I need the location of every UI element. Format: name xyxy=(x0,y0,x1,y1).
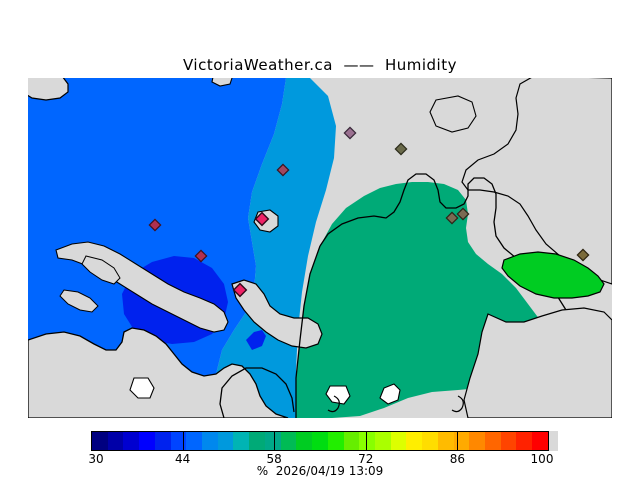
colorbar-swatch xyxy=(390,432,407,450)
colorbar-tick-label: 86 xyxy=(449,452,466,466)
landmass-southeast xyxy=(463,307,612,418)
station-marker[interactable] xyxy=(445,211,459,225)
island-far-east-green xyxy=(501,251,605,299)
island-top-center xyxy=(211,78,233,87)
colorbar-swatch xyxy=(280,432,297,450)
colorbar-swatch xyxy=(107,432,124,450)
station-marker[interactable] xyxy=(576,248,590,262)
colorbar-swatch xyxy=(469,432,485,450)
coastline-northeast-front xyxy=(319,173,575,325)
colorbar-caption: % 2026/04/19 13:09 xyxy=(256,464,384,478)
station-marker[interactable] xyxy=(254,211,270,227)
station-marker[interactable] xyxy=(343,126,357,140)
colorbar-swatch xyxy=(170,432,187,450)
colorbar-swatch xyxy=(406,432,423,450)
island-spit-finger-1 xyxy=(81,255,121,285)
colorbar-swatch xyxy=(453,432,470,450)
colorbar-swatch xyxy=(264,432,281,450)
colorbar-swatch xyxy=(500,432,517,450)
colorbar-tick xyxy=(183,431,184,451)
station-marker[interactable] xyxy=(456,207,470,221)
colorbar-tick xyxy=(457,431,458,451)
colorbar-swatch xyxy=(532,432,548,450)
humidity-map[interactable] xyxy=(28,78,612,418)
landmass-south-peninsula xyxy=(28,327,289,418)
coast-notch-northeast xyxy=(429,95,477,133)
colorbar-swatch xyxy=(374,432,391,450)
colorbar-swatch xyxy=(343,432,360,450)
station-marker[interactable] xyxy=(148,218,162,232)
colorbar-swatch xyxy=(422,432,438,450)
colorbar-tick-label: 72 xyxy=(358,452,374,466)
colorbar-tick xyxy=(366,431,367,451)
region-central-cyan xyxy=(216,78,336,418)
map-canvas xyxy=(28,78,612,418)
colorbar-swatch xyxy=(123,432,140,450)
station-marker[interactable] xyxy=(232,282,248,298)
station-marker[interactable] xyxy=(276,163,290,177)
colorbar-swatch xyxy=(296,432,313,450)
region-west-blue xyxy=(28,78,286,418)
station-markers[interactable] xyxy=(148,126,590,298)
inlet-bottom-south-1 xyxy=(325,385,351,405)
colorbar-swatch xyxy=(202,432,218,450)
coastline-main-east xyxy=(295,245,321,418)
inlet-bottom-south-2 xyxy=(379,383,401,405)
coastline-top-left xyxy=(28,78,69,101)
colorbar-swatch xyxy=(359,432,375,450)
station-marker[interactable] xyxy=(194,249,208,263)
station-marker[interactable] xyxy=(394,142,408,156)
region-low-core-sliver xyxy=(246,330,266,350)
colorbar-swatch xyxy=(437,432,454,450)
colorbar-swatch xyxy=(186,432,203,450)
colorbar-tick-label: 100 xyxy=(530,452,554,466)
colorbar-swatch xyxy=(516,432,533,450)
colorbar-swatch xyxy=(217,432,234,450)
region-teal-finger xyxy=(320,216,386,268)
colorbar-swatch xyxy=(139,432,155,450)
colorbar-swatch xyxy=(327,432,344,450)
coast-hook-2 xyxy=(451,395,464,413)
colorbar-tick-label: 44 xyxy=(174,452,191,466)
colorbar-gradient xyxy=(91,431,549,451)
colorbar-swatch xyxy=(249,432,265,450)
colorbar-swatch xyxy=(233,432,250,450)
colorbar-swatch xyxy=(484,432,501,450)
colorbar-swatch xyxy=(92,432,108,450)
colorbar-tick xyxy=(274,431,275,451)
colorbar-endcap xyxy=(549,431,558,451)
colorbar-tick-labels: 30 44 58 72 86 100 xyxy=(0,452,640,466)
colorbar xyxy=(91,431,549,451)
colorbar-swatch xyxy=(312,432,328,450)
inlet-bottom-center xyxy=(129,377,155,399)
colorbar-swatch xyxy=(154,432,171,450)
island-spit-finger-2 xyxy=(59,289,99,313)
coast-hook-1 xyxy=(327,395,340,413)
coastline-south-cyan xyxy=(219,367,295,418)
colorbar-tick-label: 30 xyxy=(88,452,104,466)
page-title: VictoriaWeather.ca —— Humidity xyxy=(182,56,457,74)
coast-southeast-strait xyxy=(231,279,323,349)
colorbar-tick-label: 58 xyxy=(266,452,282,466)
